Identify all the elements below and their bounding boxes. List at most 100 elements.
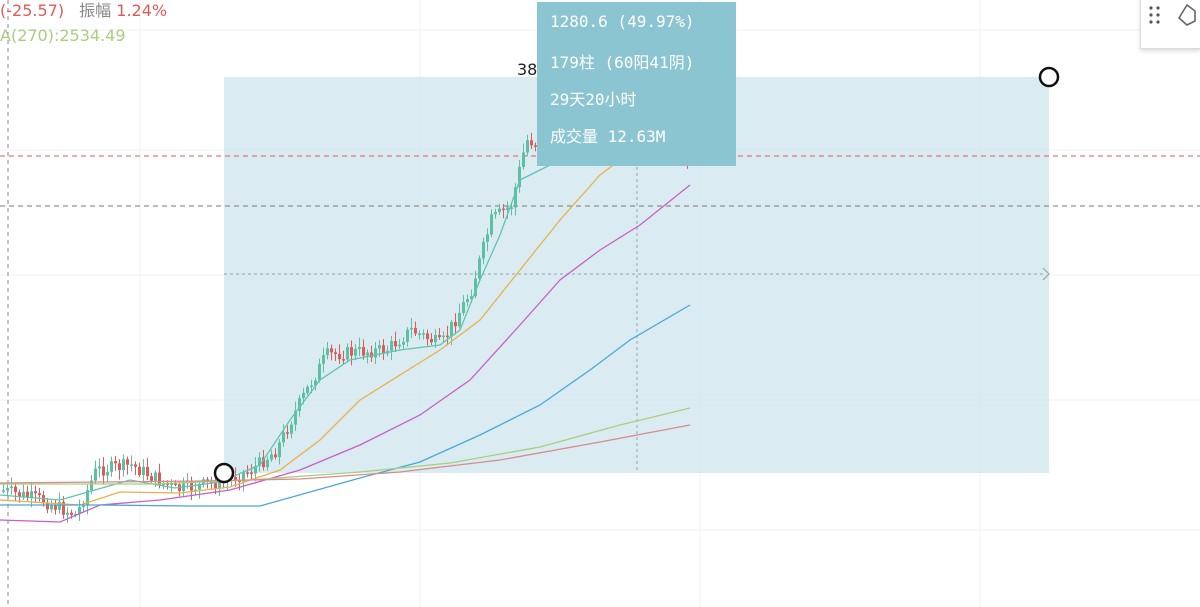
candle-body-95 [382, 345, 385, 354]
candle-body-88 [354, 348, 357, 356]
candle-body-97 [390, 340, 393, 351]
candle-body-99 [398, 344, 401, 347]
candle-body-87 [350, 347, 353, 356]
measure-volume: 成交量 12.63M [550, 127, 666, 146]
candle-body-125 [502, 208, 505, 211]
candle-body-72 [290, 424, 293, 434]
candle-body-80 [322, 355, 325, 364]
candle-body-115 [462, 302, 465, 313]
candle-body-48 [194, 489, 197, 492]
amplitude-label: 振幅 [79, 1, 112, 20]
measure-tooltip: 1280.6 (49.97%) 179柱 (60阳41阴) 29天20小时 成交… [537, 2, 736, 166]
candle-body-64 [258, 457, 261, 467]
candle-body-120 [482, 241, 485, 259]
candle-body-25 [102, 466, 105, 476]
candle-body-98 [394, 340, 397, 347]
candle-body-43 [174, 483, 177, 485]
candle-body-83 [334, 352, 337, 354]
candle-body-31 [126, 459, 129, 465]
candle-body-9 [38, 493, 41, 496]
candle-body-114 [458, 312, 461, 327]
candle-body-49 [198, 483, 201, 490]
candle-body-53 [214, 482, 217, 489]
candle-body-4 [18, 492, 21, 497]
candle-body-77 [310, 385, 313, 387]
candle-body-105 [422, 333, 425, 335]
candle-body-21 [86, 490, 89, 506]
candle-body-0 [2, 490, 5, 492]
candle-body-132 [530, 140, 533, 146]
candle-body-89 [358, 347, 361, 349]
ma-line-4 [0, 304, 691, 507]
candle-body-6 [26, 491, 29, 498]
candle-body-71 [286, 432, 289, 434]
candle-body-70 [282, 432, 285, 443]
candle-body-14 [58, 501, 61, 510]
measure-bar-count: 179柱 (60阳41阴) [550, 53, 695, 72]
candle-body-82 [330, 348, 333, 353]
candle-body-58 [234, 476, 237, 481]
candle-body-36 [146, 466, 149, 477]
candle-body-104 [418, 333, 421, 335]
candle-body-16 [66, 512, 69, 515]
candle-body-102 [410, 327, 413, 330]
candle-body-12 [50, 504, 53, 510]
ma-line-6 [0, 424, 691, 484]
candle-body-34 [138, 466, 141, 475]
ma-line-3 [0, 184, 691, 523]
drawing-toolbar[interactable] [1140, 0, 1200, 49]
candle-body-128 [514, 187, 517, 208]
ma-legend-value: A(270):2534.49 [0, 26, 126, 45]
candle-body-7 [30, 491, 33, 498]
candle-body-76 [306, 386, 309, 393]
candle-body-108 [434, 335, 437, 343]
candle-body-130 [522, 152, 525, 167]
candle-body-81 [326, 348, 329, 356]
candle-body-123 [494, 212, 497, 215]
candle-body-60 [242, 472, 245, 482]
candle-body-119 [478, 258, 481, 279]
candle-body-65 [262, 457, 265, 468]
candle-body-68 [274, 454, 277, 458]
candle-body-38 [154, 472, 157, 481]
candle-body-74 [298, 398, 301, 411]
candle-body-110 [442, 335, 445, 338]
candle-body-126 [506, 207, 509, 210]
candle-body-32 [130, 464, 133, 466]
candle-body-29 [118, 463, 121, 471]
measure-handle-end [1038, 66, 1060, 88]
candle-body-86 [346, 347, 349, 360]
candle-body-22 [90, 480, 93, 491]
candle-body-84 [338, 353, 341, 360]
candle-body-17 [70, 512, 73, 515]
candle-body-92 [370, 352, 373, 358]
candle-body-117 [470, 296, 473, 300]
candle-body-35 [142, 466, 145, 475]
measure-arrow-icon [1042, 267, 1050, 281]
measure-handle-start [213, 462, 235, 484]
candle-body-42 [170, 483, 173, 485]
ma-line-5 [0, 407, 691, 485]
candle-body-5 [22, 491, 25, 497]
candle-body-66 [266, 459, 269, 468]
candle-body-61 [246, 472, 249, 474]
candle-body-121 [486, 234, 489, 242]
candle-body-3 [14, 486, 17, 493]
candle-body-59 [238, 480, 241, 482]
candle-body-124 [498, 208, 501, 213]
candle-body-28 [114, 461, 117, 464]
price-change-header: (-25.57) 振幅 1.24% [0, 0, 167, 21]
ma-line-2 [0, 129, 691, 506]
candle-body-100 [402, 341, 405, 345]
candle-body-85 [342, 359, 345, 361]
candle-body-133 [534, 145, 537, 147]
candle-body-75 [302, 392, 305, 399]
candle-body-103 [414, 327, 417, 334]
candle-body-62 [250, 472, 253, 474]
candle-body-39 [158, 472, 161, 486]
candle-body-90 [362, 347, 365, 356]
candle-body-127 [510, 207, 513, 209]
pentagon-shape-icon[interactable] [1175, 2, 1197, 28]
candle-body-63 [254, 466, 257, 474]
drag-handle-icon[interactable] [1147, 2, 1163, 30]
